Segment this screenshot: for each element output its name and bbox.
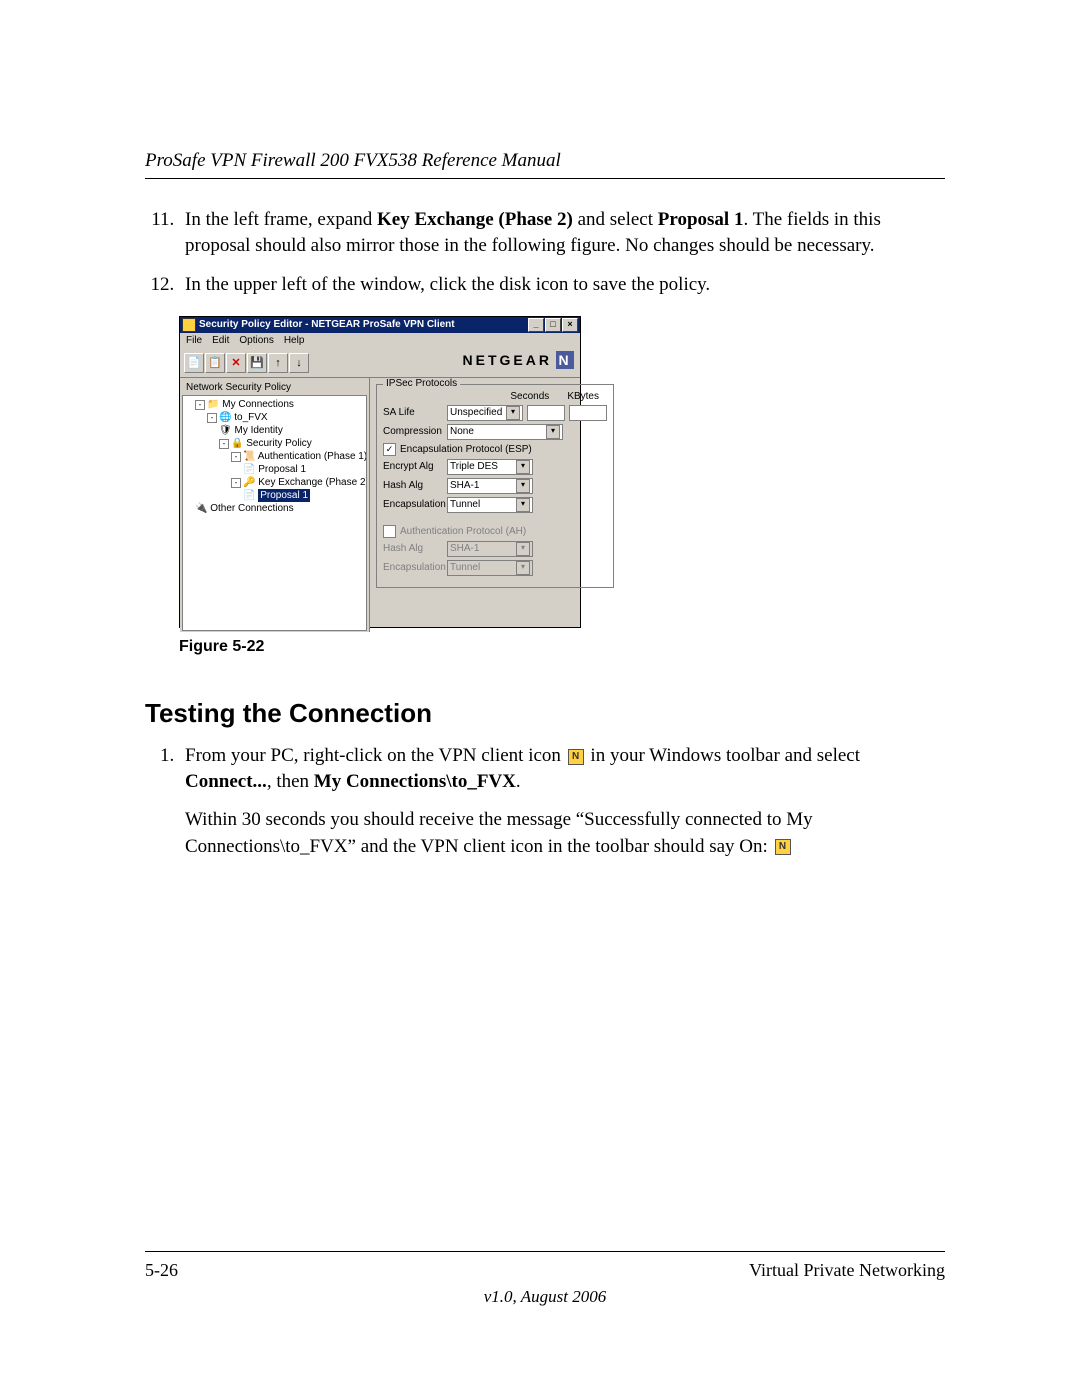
- left-pane: Network Security Policy -📁 My Connection…: [180, 378, 370, 632]
- sa-life-seconds[interactable]: [527, 405, 565, 421]
- menu-file[interactable]: File: [186, 335, 202, 346]
- tb-delete-icon[interactable]: ✕: [226, 353, 246, 373]
- test-result-para: Within 30 seconds you should receive the…: [185, 807, 945, 859]
- t1-d: .: [516, 771, 521, 792]
- step-11-bold-2: Proposal 1: [658, 209, 744, 230]
- tree-other-connections[interactable]: 🔌 Other Connections: [185, 502, 364, 515]
- maximize-button[interactable]: □: [545, 318, 561, 332]
- sa-life-kbytes[interactable]: [569, 405, 607, 421]
- t1-bold1: Connect...: [185, 771, 267, 792]
- titlebar: Security Policy Editor - NETGEAR ProSafe…: [180, 317, 580, 333]
- ah-hash-label: Hash Alg: [383, 543, 443, 554]
- step-11-bold-1: Key Exchange (Phase 2): [377, 209, 573, 230]
- hash-label: Hash Alg: [383, 480, 443, 491]
- vpn-tray-icon: N: [568, 749, 584, 765]
- vpn-tray-icon-on: N: [775, 839, 791, 855]
- tb-new-icon[interactable]: 📄: [184, 353, 204, 373]
- main-steps-list: In the left frame, expand Key Exchange (…: [145, 207, 945, 298]
- header-rule: [145, 178, 945, 179]
- esp-label: Encapsulation Protocol (ESP): [400, 444, 532, 455]
- step-11-text-c: and select: [573, 209, 658, 230]
- esp-checkbox[interactable]: ✓: [383, 443, 396, 456]
- window-title: Security Policy Editor - NETGEAR ProSafe…: [199, 319, 528, 330]
- toolbar: 📄 📋 ✕ 💾 ↑ ↓ NETGEAR N: [180, 349, 580, 378]
- figure-caption: Figure 5-22: [179, 638, 945, 656]
- tb-down-icon[interactable]: ↓: [289, 353, 309, 373]
- left-caption: Network Security Policy: [182, 380, 367, 395]
- section-heading: Testing the Connection: [145, 698, 945, 729]
- hdr-kbytes: KBytes: [567, 391, 599, 402]
- t2-text: Within 30 seconds you should receive the…: [185, 809, 813, 856]
- t1-a: From your PC, right-click on the VPN cli…: [185, 745, 566, 766]
- ipsec-group: IPSec Protocols Seconds KBytes SA Life U…: [376, 384, 614, 588]
- tree-proposal1-b[interactable]: 📄 Proposal 1: [185, 489, 364, 502]
- menu-options[interactable]: Options: [239, 335, 273, 346]
- footer-version: v1.0, August 2006: [145, 1287, 945, 1307]
- figure-wrap: Security Policy Editor - NETGEAR ProSafe…: [179, 316, 945, 656]
- right-pane: IPSec Protocols Seconds KBytes SA Life U…: [370, 378, 620, 632]
- step-11: In the left frame, expand Key Exchange (…: [179, 207, 945, 258]
- encrypt-label: Encrypt Alg: [383, 461, 443, 472]
- hdr-seconds: Seconds: [510, 391, 549, 402]
- t1-bold2: My Connections\to_FVX: [314, 771, 516, 792]
- encrypt-select[interactable]: Triple DES▾: [447, 459, 533, 475]
- tb-save-icon[interactable]: 💾: [247, 353, 267, 373]
- netgear-mark: N: [556, 351, 574, 369]
- page-footer: 5-26 Virtual Private Networking v1.0, Au…: [145, 1251, 945, 1307]
- ah-encap-select: Tunnel▾: [447, 560, 533, 576]
- test-step-1: From your PC, right-click on the VPN cli…: [179, 743, 945, 795]
- doc-header: ProSafe VPN Firewall 200 FVX538 Referenc…: [145, 150, 945, 172]
- ah-checkbox[interactable]: [383, 525, 396, 538]
- step-11-text-a: In the left frame, expand: [185, 209, 377, 230]
- tree-auth-phase1[interactable]: -📜 Authentication (Phase 1): [185, 450, 364, 463]
- app-window: Security Policy Editor - NETGEAR ProSafe…: [179, 316, 581, 628]
- tree-my-identity[interactable]: 🛡 My Identity: [185, 424, 364, 437]
- policy-tree[interactable]: -📁 My Connections -🌐 to_FVX 🛡 My Identit…: [182, 395, 367, 631]
- tree-my-connections[interactable]: -📁 My Connections: [185, 398, 364, 411]
- sa-life-label: SA Life: [383, 407, 443, 418]
- close-button[interactable]: ×: [562, 318, 578, 332]
- menubar: File Edit Options Help: [180, 333, 580, 349]
- tree-security-policy[interactable]: -🔒 Security Policy: [185, 437, 364, 450]
- encap-select[interactable]: Tunnel▾: [447, 497, 533, 513]
- compression-select[interactable]: None▾: [447, 424, 563, 440]
- compression-label: Compression: [383, 426, 443, 437]
- tree-to-fvx[interactable]: -🌐 to_FVX: [185, 411, 364, 424]
- tree-proposal1-a[interactable]: 📄 Proposal 1: [185, 463, 364, 476]
- netgear-logo: NETGEAR N: [463, 351, 574, 369]
- page-number: 5-26: [145, 1260, 178, 1281]
- sa-life-select[interactable]: Unspecified▾: [447, 405, 523, 421]
- footer-right: Virtual Private Networking: [749, 1260, 945, 1281]
- ah-hash-select: SHA-1▾: [447, 541, 533, 557]
- tree-key-exchange[interactable]: -🔑 Key Exchange (Phase 2): [185, 476, 364, 489]
- hash-select[interactable]: SHA-1▾: [447, 478, 533, 494]
- tb-copy-icon[interactable]: 📋: [205, 353, 225, 373]
- encap-label: Encapsulation: [383, 499, 443, 510]
- ipsec-legend: IPSec Protocols: [383, 378, 460, 389]
- tb-up-icon[interactable]: ↑: [268, 353, 288, 373]
- t1-c: , then: [267, 771, 314, 792]
- ah-label: Authentication Protocol (AH): [400, 526, 526, 537]
- t1-b: in your Windows toolbar and select: [586, 745, 860, 766]
- step-12: In the upper left of the window, click t…: [179, 272, 945, 298]
- test-steps-list: From your PC, right-click on the VPN cli…: [145, 743, 945, 795]
- app-icon: [182, 318, 196, 332]
- minimize-button[interactable]: _: [528, 318, 544, 332]
- netgear-text: NETGEAR: [463, 352, 552, 368]
- ah-encap-label: Encapsulation: [383, 562, 443, 573]
- menu-edit[interactable]: Edit: [212, 335, 229, 346]
- menu-help[interactable]: Help: [284, 335, 305, 346]
- footer-rule: [145, 1251, 945, 1252]
